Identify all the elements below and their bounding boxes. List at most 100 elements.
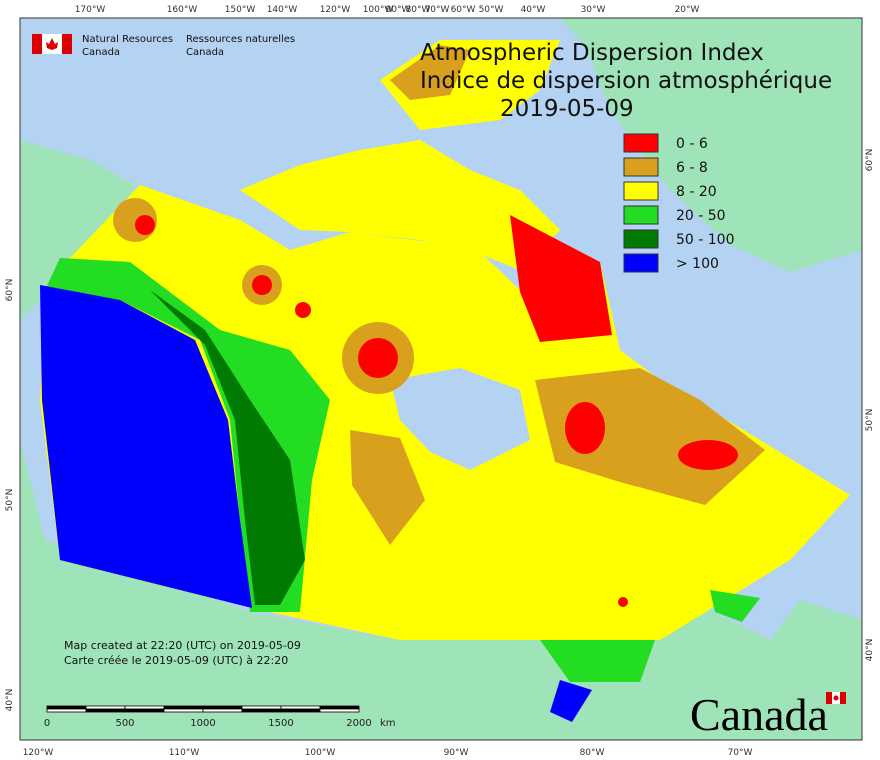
legend: 0 - 6 6 - 8 8 - 20 20 - 50 50 - 100 > 100 (623, 133, 735, 273)
red-spot (678, 440, 738, 470)
red-spot (135, 215, 155, 235)
wordmark: Canada (690, 689, 846, 740)
quebec-orange (535, 368, 765, 505)
longitude-label: 100°W (305, 748, 336, 758)
agency-fr: Ressources naturelles (186, 34, 295, 45)
red-spot (295, 302, 311, 318)
scale-bar: 0 500 1000 1500 2000 km (44, 705, 396, 729)
wordmark-text: Canada (690, 689, 828, 740)
dark-green-band (150, 290, 305, 605)
red-spot (252, 275, 272, 295)
scale-segment (319, 705, 360, 710)
longitude-label: 70°W (425, 5, 450, 15)
united-states (20, 440, 862, 740)
latitude-label: 60°N (865, 149, 875, 172)
longitude-label: 140°W (267, 5, 298, 15)
legend-swatch (623, 133, 659, 153)
note: Map created at 22:20 (UTC) on 2019-05-09 (64, 639, 301, 652)
scale-label: 500 (115, 718, 134, 729)
longitude-label: 90°W (386, 5, 411, 15)
scale-segment (46, 705, 87, 710)
flag-leaf (46, 38, 58, 50)
baffin-red (510, 215, 612, 342)
scale-segment (124, 708, 165, 713)
longitude-label: 150°W (225, 5, 256, 15)
central-orange (350, 430, 425, 545)
scale-segment (319, 708, 360, 713)
red-spot (565, 402, 605, 454)
longitude-label: 80°W (406, 5, 431, 15)
scale-segment (124, 705, 165, 710)
longitude-label: 60°W (451, 5, 476, 15)
title-en: Atmospheric Dispersion Index (420, 40, 764, 66)
map-frame (19, 17, 863, 741)
flag-band (840, 692, 846, 704)
legend-label: 50 - 100 (676, 232, 735, 248)
scale-segment (85, 708, 126, 713)
red-spot (358, 338, 398, 378)
blue-region (40, 285, 252, 608)
flag-leaf (833, 695, 839, 701)
flag-band (32, 34, 42, 54)
agency-header: Natural Resources Canada Ressources natu… (32, 34, 295, 58)
alaska (20, 140, 135, 320)
legend-swatch (623, 253, 659, 273)
scale-label: 1000 (190, 718, 215, 729)
legend-label: > 100 (676, 256, 719, 272)
scale-segment (280, 708, 321, 713)
scale-segment (46, 708, 87, 713)
scale-segment (85, 705, 126, 710)
scale-segment (163, 705, 204, 710)
latitude-label: 50°N (5, 489, 15, 512)
longitude-label: 70°W (728, 748, 753, 758)
scale-label: 0 (44, 718, 50, 729)
arctic-islands (240, 140, 560, 270)
longitude-label: 50°W (479, 5, 504, 15)
longitude-label: 100°W (363, 5, 394, 15)
longitude-label: 30°W (581, 5, 606, 15)
latitude-label: 60°N (5, 279, 15, 302)
latitude-label: 50°N (865, 409, 875, 432)
agency-en: Canada (82, 47, 120, 58)
longitude-label: 20°W (675, 5, 700, 15)
longitude-label: 120°W (23, 748, 54, 758)
longitude-label: 160°W (167, 5, 198, 15)
graticule-labels: 170°W 160°W 150°W 140°W 120°W 100°W90°W80°W70… (5, 5, 875, 758)
title-fr: Indice de dispersion atmosphérique (420, 68, 832, 94)
flag-band (62, 34, 72, 54)
agency-fr: Canada (186, 47, 224, 58)
maritimes-green (710, 590, 760, 622)
scale-segment (280, 705, 321, 710)
scale-segment (163, 708, 204, 713)
frame-border (19, 17, 863, 741)
ellesmere-north (390, 45, 470, 100)
longitude-label: 90°W (444, 748, 469, 758)
ontario-green (540, 640, 655, 682)
red-spot (618, 597, 628, 607)
scale-segment (202, 708, 243, 713)
scale-label: 1500 (268, 718, 293, 729)
legend-swatch (623, 229, 659, 249)
scale-segment (202, 705, 243, 710)
greenland (560, 18, 862, 272)
flag-band (826, 692, 832, 704)
agency-en: Natural Resources (82, 34, 173, 45)
longitude-label: 120°W (320, 5, 351, 15)
legend-label: 0 - 6 (676, 136, 708, 152)
latitude-label: 40°N (5, 689, 15, 712)
legend-label: 6 - 8 (676, 160, 708, 176)
longitude-label: 110°W (169, 748, 200, 758)
longitude-label: 170°W (75, 5, 106, 15)
hudson-bay (390, 368, 530, 470)
longitude-label: 40°W (521, 5, 546, 15)
scale-segment (241, 705, 282, 710)
latitude-label: 40°N (865, 639, 875, 662)
note: Carte créée le 2019-05-09 (UTC) à 22:20 (64, 654, 288, 667)
title-date: 2019-05-09 (500, 96, 634, 122)
scale-label: 2000 (346, 718, 371, 729)
legend-swatch (623, 205, 659, 225)
legend-label: 8 - 20 (676, 184, 717, 200)
longitude-label: 80°W (580, 748, 605, 758)
